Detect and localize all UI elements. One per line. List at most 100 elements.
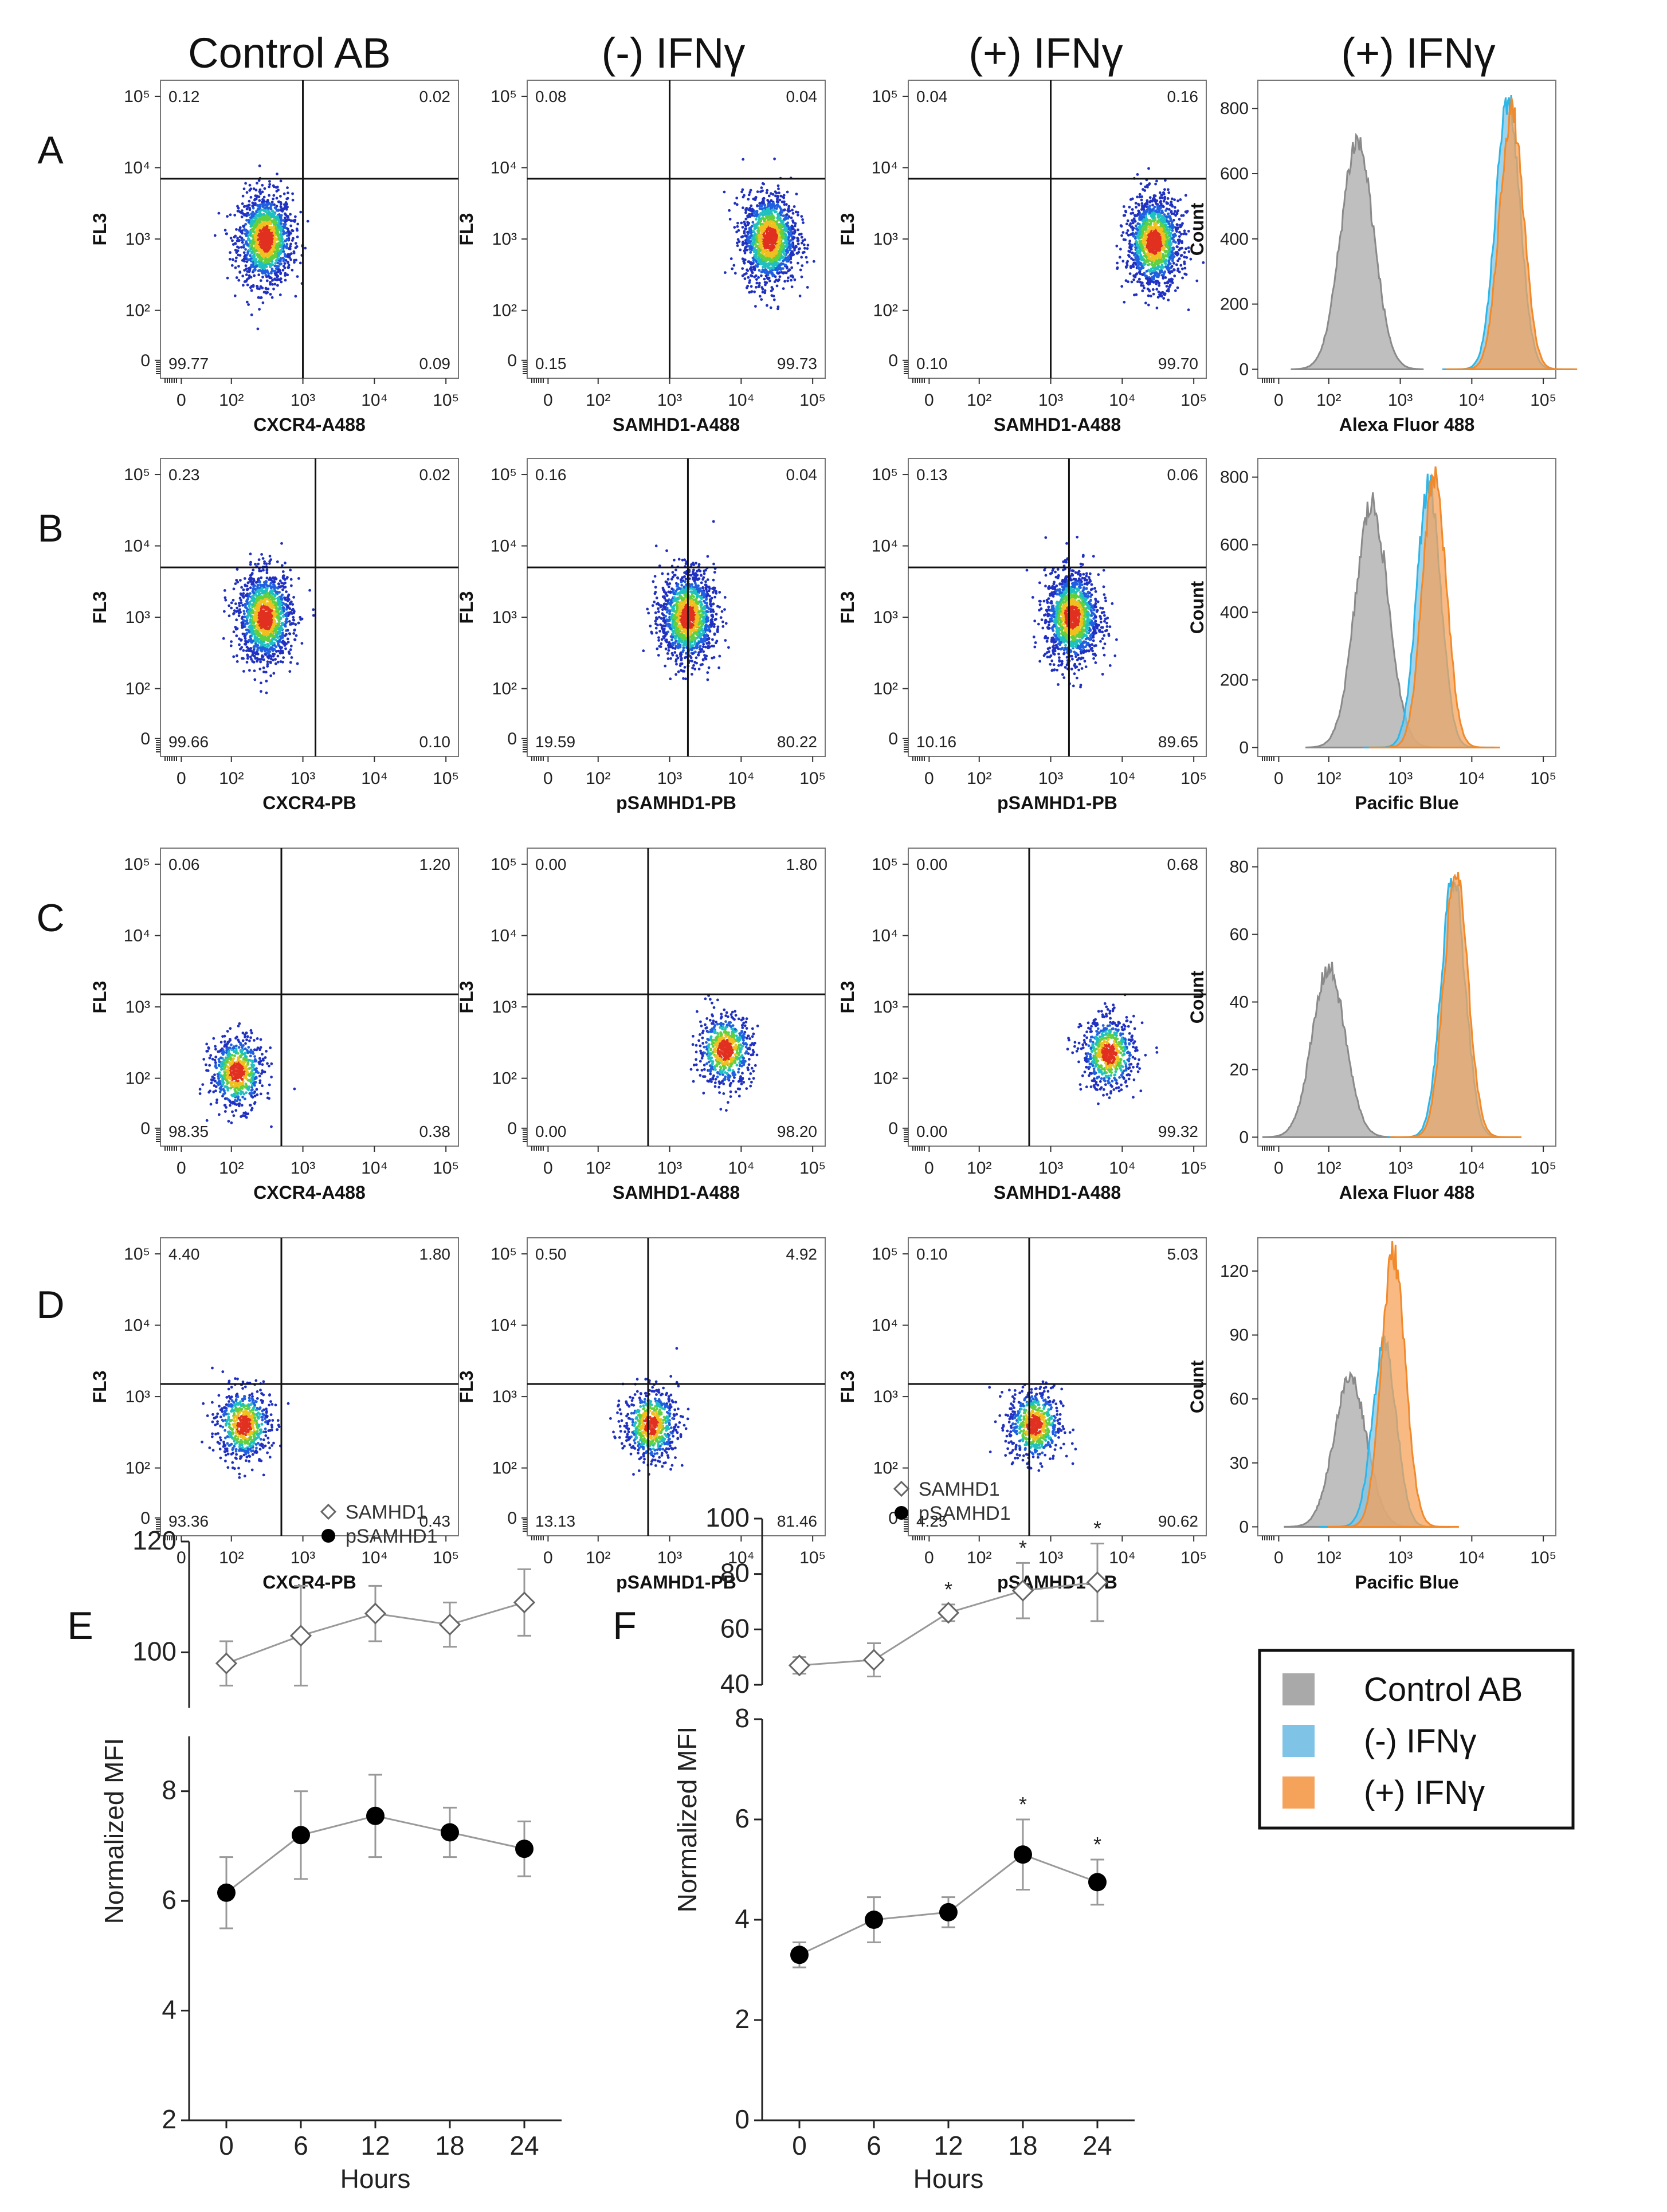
data-point [767,228,771,231]
data-point [256,241,260,244]
data-point [1170,225,1173,228]
y-tick-label: 0 [888,351,898,370]
data-point [284,223,287,226]
data-point [743,232,746,235]
data-point [763,289,767,292]
data-point [236,568,239,571]
data-point [786,217,790,220]
data-point [244,222,248,226]
data-point [1162,253,1164,256]
data-point [759,260,763,263]
data-point [1202,261,1205,264]
data-point [1176,286,1179,289]
data-point [1167,191,1171,194]
data-point [1116,261,1119,265]
data-point [1164,223,1167,226]
data-point [235,579,238,582]
data-point [1155,288,1159,291]
data-point [1176,223,1179,226]
cluster-centroid [764,234,775,245]
data-point [240,215,244,218]
data-point [767,221,770,223]
data-point [1169,203,1172,207]
data-point [268,180,271,183]
data-point [234,266,237,269]
data-point [1132,265,1135,268]
data-point [232,655,236,658]
data-point [269,281,272,284]
data-point [257,179,261,182]
data-point [1145,256,1148,258]
data-point [1147,234,1151,237]
data-point [747,276,750,279]
data-point [289,661,292,664]
data-point [1160,270,1163,274]
data-point [1143,287,1146,289]
data-point [1175,263,1178,266]
data-point [1156,220,1159,223]
data-point [266,217,270,219]
data-point [806,261,809,264]
data-point [236,660,239,663]
data-point [265,203,268,206]
data-point [267,272,270,275]
data-point [1166,202,1170,205]
data-point [272,254,275,257]
data-point [289,258,292,261]
data-point [1162,256,1165,259]
data-point [252,187,256,190]
data-point [1162,193,1166,195]
data-point [800,275,803,279]
data-point [261,183,264,187]
data-point [1162,266,1165,269]
data-point [1180,214,1183,217]
data-point [1132,221,1135,225]
data-point [1134,258,1138,261]
data-point [797,228,799,232]
data-point [774,275,777,279]
data-point [241,241,244,244]
data-point [287,266,290,269]
data-point [253,216,257,219]
data-point [1164,249,1167,253]
data-point [802,243,806,246]
data-point [230,640,233,643]
data-point [236,245,239,249]
data-point [280,230,283,233]
data-point [292,252,296,254]
quadrant-ur: 0.02 [419,88,451,105]
data-point [732,264,736,267]
data-point [293,218,297,222]
data-point [1170,277,1173,281]
data-point [1155,280,1158,283]
data-point [763,228,766,231]
data-point [270,268,274,270]
quadrant-lr: 99.73 [777,355,817,372]
data-point [243,615,246,618]
data-point [785,203,788,206]
data-point [291,198,295,202]
data-point [233,214,237,217]
data-point [260,576,263,579]
data-point [1159,199,1162,203]
data-point [284,216,287,219]
data-point [240,586,243,589]
data-point [1144,301,1147,305]
data-point [778,271,780,274]
data-point [779,194,783,198]
plot-frame [160,458,459,757]
data-point [797,248,801,251]
data-point [228,257,232,261]
data-point [253,274,256,277]
data-point [1137,222,1140,226]
data-point [750,285,753,288]
data-point [765,191,768,194]
data-point [1152,292,1155,296]
data-point [243,577,246,580]
data-point [268,555,272,558]
data-point [754,274,758,277]
data-point [1181,267,1184,270]
data-point [267,213,270,216]
data-point [278,268,281,272]
data-point [1130,280,1133,284]
